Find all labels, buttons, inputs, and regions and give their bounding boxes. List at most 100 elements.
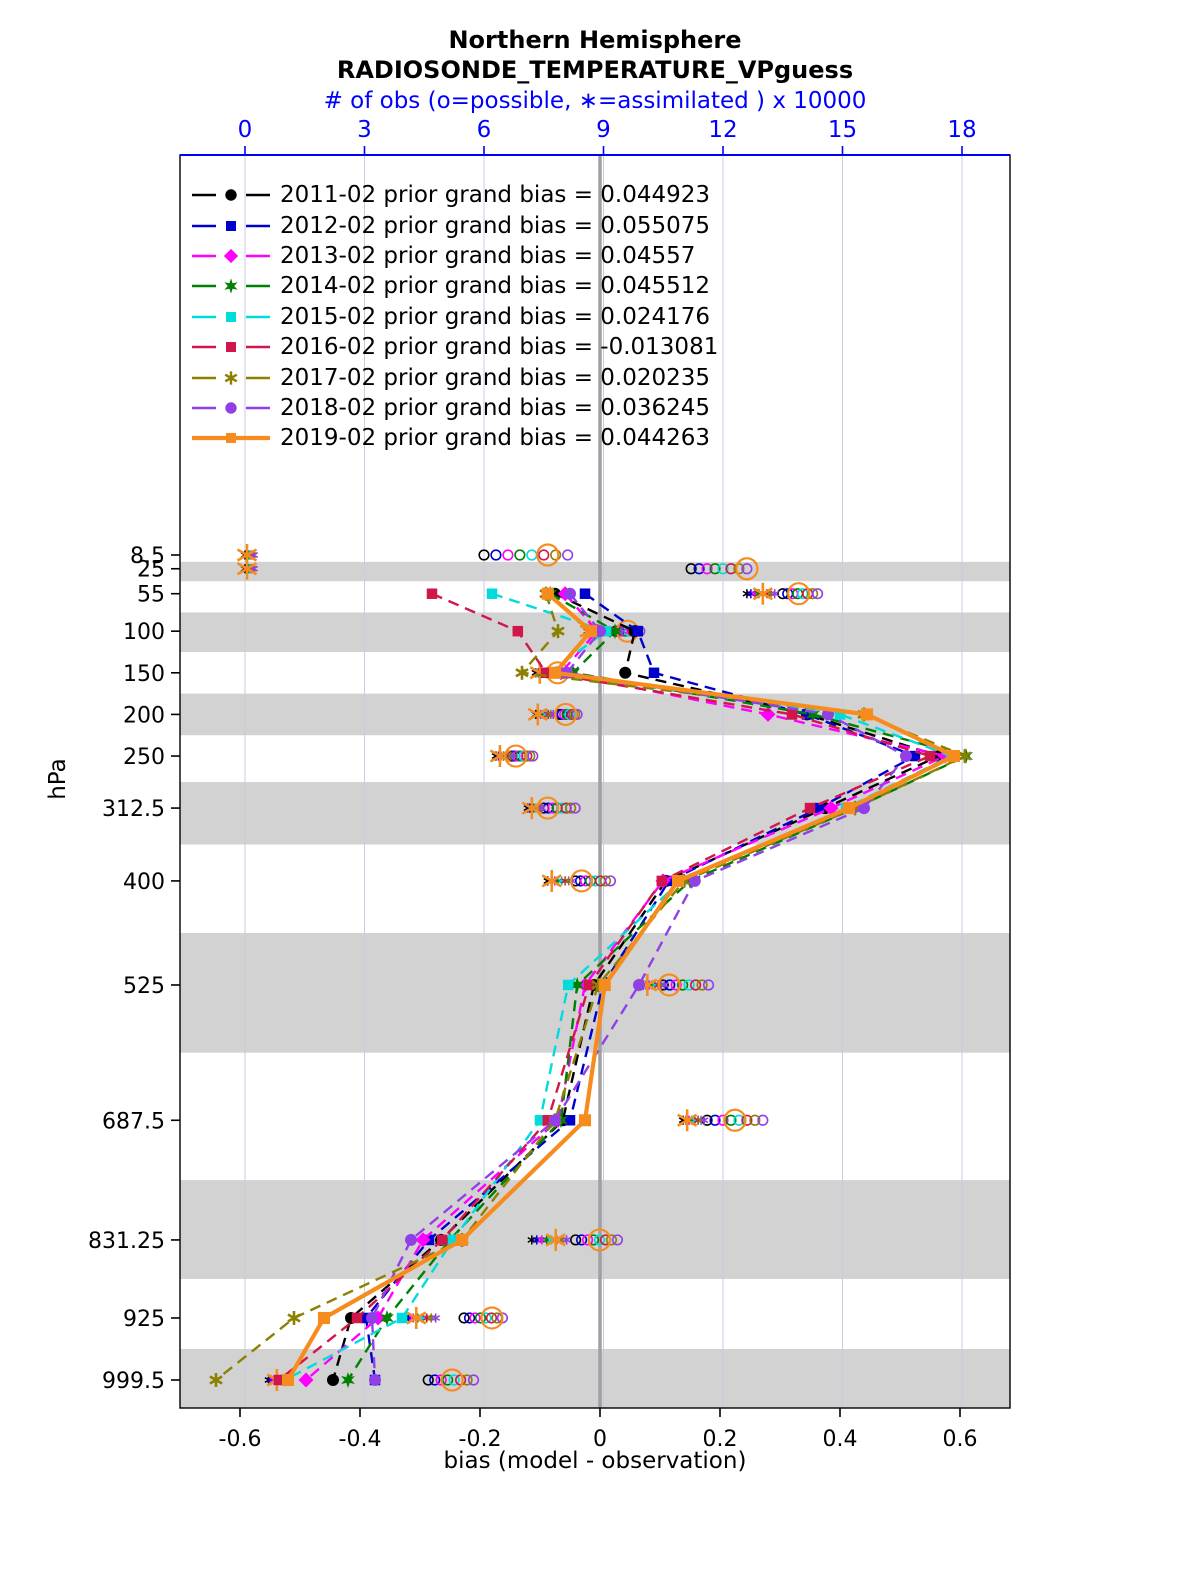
data-point [801,709,813,720]
data-point [341,1372,355,1388]
legend-label: 2012-02 prior grand bias = 0.055075 [280,212,711,239]
data-point [366,1311,378,1324]
data-point [806,706,820,723]
obs-possible-marker [587,1228,612,1252]
data-point [369,1373,381,1386]
obs-possible-marker [550,549,562,561]
series-line-2016-02 [278,592,934,1381]
data-point [584,625,598,638]
data-point [579,588,591,599]
tick-label: 150 [123,662,165,687]
bottom-axis-label: bias (model - observation) [443,1448,747,1474]
obs-possible-marker [593,1234,606,1246]
data-point [396,1312,408,1324]
series-2019-02 [281,587,961,1387]
data-point [608,623,622,640]
data-point [225,189,237,201]
data-point [562,979,574,991]
tick-label: 999.5 [102,1369,165,1394]
legend-item-2015-02: 2015-02 prior grand bias = 0.024176 [192,302,718,332]
obs-possible-marker [709,1114,721,1126]
obs-possible-marker [570,1234,582,1246]
obs-possible-marker [749,1114,761,1126]
data-point [900,750,912,763]
data-point [226,220,236,231]
obs-possible-marker [599,875,612,887]
obs-possible-marker [448,1374,460,1386]
obs-possible-marker [536,543,560,567]
tick-label: 100 [123,620,165,645]
obs-possible-marker [435,1374,447,1386]
obs-possible-marker [524,750,536,762]
data-point [688,874,701,887]
data-point [273,1374,285,1386]
data-point [632,625,644,637]
tick-label: 25 [137,558,165,583]
tick-label: 18 [947,117,976,143]
tick-label: 55 [137,583,165,608]
legend-label: 2011-02 prior grand bias = 0.044923 [280,182,711,209]
obs-possible-marker [485,1312,498,1324]
series-line-2012-02 [364,592,918,1381]
obs-assimilated-marker [509,753,518,759]
data-point [633,978,645,991]
gray-band [180,782,1010,845]
legend-item-2012-02: 2012-02 prior grand bias = 0.055075 [192,210,718,240]
data-point [405,1233,417,1246]
obs-possible-marker [725,1114,737,1126]
legend-item-2013-02: 2013-02 prior grand bias = 0.04557 [192,241,718,271]
legend-label: 2016-02 prior grand bias = -0.013081 [280,334,719,361]
obs-possible-marker [569,869,594,893]
tick-label: 6 [477,117,492,143]
legend-line-sample [192,311,270,322]
tick-label: 525 [123,974,165,999]
data-point [542,1115,554,1126]
legend-line-sample [192,402,270,414]
obs-assimilated-marker [770,590,780,597]
series-line-2011-02 [331,592,943,1381]
obs-possible-marker [685,563,697,575]
tick-label: 831.25 [88,1229,165,1254]
obs-possible-marker [733,563,745,575]
data-point [551,626,565,636]
gridlines [244,155,963,1408]
obs-possible-marker [670,979,682,991]
legend-item-2016-02: 2016-02 prior grand bias = -0.013081 [192,332,718,362]
obs-possible-marker [717,563,729,575]
obs-possible-marker [575,1234,588,1246]
data-point [570,977,585,993]
data-point [619,666,632,679]
obs-assimilated-marker [236,562,258,576]
obs-possible-marker [502,549,514,561]
obs-possible-marker [536,796,560,820]
data-point [317,1311,331,1325]
data-point [512,625,524,637]
data-point [823,800,839,816]
data-point [924,750,936,762]
legend-line-sample [192,220,270,231]
legend-item-2019-02: 2019-02 prior grand bias = 0.044263 [192,423,718,453]
obs-possible-marker [521,750,533,762]
obs-assimilated-marker [659,982,669,988]
legend-label: 2019-02 prior grand bias = 0.044263 [280,425,711,452]
obs-possible-marker [709,563,721,575]
series-2016-02 [273,588,936,1386]
obs-possible-marker [604,875,617,887]
obs-possible-marker [469,1312,481,1324]
obs-assimilated-marker [560,877,570,884]
obs-possible-marker [463,1312,476,1324]
data-point [909,750,921,762]
data-point [486,588,498,599]
tick-label: 687.5 [102,1109,165,1134]
data-point [224,278,238,294]
tick-label: 925 [123,1307,165,1332]
data-point [834,709,846,720]
legend-line-sample [192,248,270,264]
tick-label: 0.2 [703,1427,738,1452]
tick-label: 0.4 [823,1427,858,1452]
obs-possible-marker [787,582,811,606]
obs-possible-marker [812,588,824,600]
data-point [804,802,816,814]
obs-assimilated-marker [699,1117,709,1124]
